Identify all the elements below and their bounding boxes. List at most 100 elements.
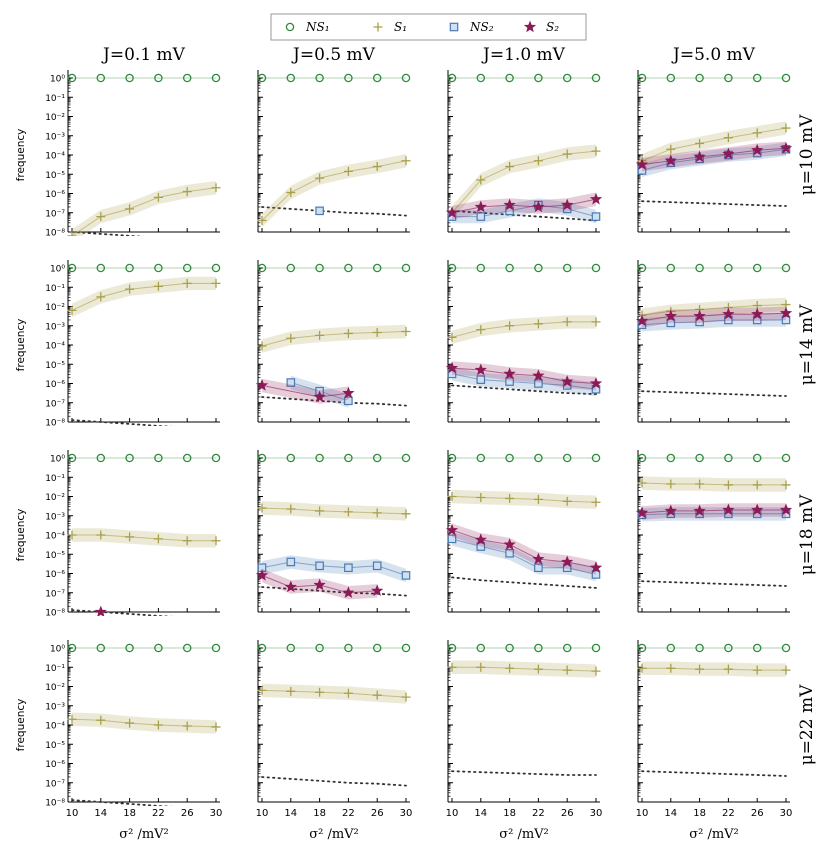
point-NS2 [447, 534, 457, 544]
point-NS1 [562, 263, 572, 273]
point-S2 [779, 306, 792, 319]
x-tick-label: 22 [152, 808, 165, 819]
point-NS2 [781, 315, 791, 325]
point-S1 [286, 188, 296, 198]
point-S1 [447, 492, 457, 501]
point-S1 [372, 508, 382, 518]
point-S1 [343, 328, 353, 338]
point-NS1 [637, 73, 647, 83]
series-line-S1 [72, 534, 216, 542]
point-NS1 [96, 73, 106, 83]
reference-line [451, 384, 597, 396]
point-S1 [447, 662, 457, 672]
point-S2 [446, 361, 459, 374]
x-tick-label: 30 [400, 808, 413, 819]
point-S2 [561, 555, 574, 568]
y-tick-label: 10⁻⁵ [45, 361, 65, 371]
y-tick-label: 10⁻⁷ [45, 779, 65, 789]
point-NS1 [562, 643, 572, 653]
point-S2 [722, 307, 735, 320]
point-S1 [447, 332, 457, 342]
column-title-2: J=1.0 mV [481, 45, 566, 65]
point-S1 [96, 292, 106, 302]
point-NS1 [781, 73, 791, 83]
plot-area [256, 263, 411, 408]
x-tick-label: 30 [780, 808, 793, 819]
point-S1 [343, 688, 353, 698]
point-S1 [153, 534, 163, 544]
point-S1 [153, 192, 163, 202]
band-S1 [262, 154, 406, 228]
point-S1 [67, 530, 77, 540]
point-S1 [96, 212, 106, 222]
point-S1 [401, 327, 411, 337]
point-S2 [779, 141, 792, 154]
band-S1 [452, 315, 596, 344]
point-NS1 [724, 73, 733, 83]
reference-line [641, 200, 787, 207]
point-NS1 [315, 73, 324, 83]
point-NS1 [505, 263, 514, 273]
point-NS1 [67, 643, 77, 653]
y-tick-label: 10⁻⁷ [45, 399, 65, 409]
point-S1 [666, 479, 676, 489]
point-S1 [153, 720, 163, 730]
legend-entry-NS2: NS₂ [449, 20, 494, 34]
point-S1 [96, 530, 106, 540]
band-S1 [72, 276, 216, 318]
point-NS1 [257, 263, 267, 273]
y-tick-label: 10⁻⁸ [45, 419, 65, 429]
point-NS1 [96, 643, 106, 653]
panel-c1-r1 [256, 260, 411, 423]
legend-label-NS1: NS₁ [305, 20, 330, 34]
x-tick-label: 22 [342, 808, 355, 819]
point-S1 [182, 278, 192, 288]
point-NS1 [724, 263, 733, 273]
point-NS2 [476, 212, 486, 221]
series-line-NS2 [641, 148, 787, 171]
point-S1 [315, 173, 325, 183]
point-S1 [666, 144, 676, 154]
point-S1 [505, 162, 515, 172]
series-line-S1 [451, 496, 597, 503]
series-line-S1 [452, 666, 597, 672]
panel-c1-r0 [257, 70, 411, 233]
point-NS2 [534, 563, 543, 573]
point-S2 [342, 586, 355, 598]
point-S1 [401, 156, 411, 166]
point-S1 [286, 686, 296, 696]
band-S2 [642, 503, 786, 520]
legend-label-NS2: NS₂ [469, 20, 494, 34]
point-S1 [211, 278, 221, 288]
x-tick-label: 10 [66, 808, 79, 819]
point-S1 [723, 480, 733, 490]
x-tick-label: 10 [636, 808, 649, 819]
point-NS1 [637, 453, 647, 463]
point-NS1 [401, 73, 411, 83]
x-tick-label: 18 [123, 808, 136, 819]
y-tick-label: 10⁻⁸ [45, 609, 65, 619]
point-NS1 [752, 643, 762, 653]
point-NS1 [67, 453, 77, 463]
plot-area [637, 643, 791, 777]
point-S2 [693, 504, 706, 517]
point-NS1 [695, 643, 704, 653]
point-S2 [636, 158, 649, 170]
point-S1 [315, 330, 325, 340]
point-NS1 [344, 263, 353, 273]
y-axis-label: frequency [15, 319, 27, 372]
point-NS1 [591, 73, 601, 83]
point-NS1 [125, 453, 134, 463]
x-tick-label: 26 [751, 808, 764, 819]
point-NS1 [401, 453, 411, 463]
point-NS2 [286, 378, 296, 387]
point-NS1 [637, 263, 647, 273]
x-axis-label-1: σ² /mV² [309, 827, 359, 842]
point-S1 [315, 687, 325, 697]
series-line-S1 [71, 718, 217, 728]
panel-c3-r0 [636, 70, 792, 233]
legend-entry-NS1: NS₁ [285, 20, 330, 34]
point-NS1 [344, 73, 353, 83]
point-NS1 [447, 263, 457, 273]
y-tick-label: 10⁻⁸ [45, 229, 65, 239]
